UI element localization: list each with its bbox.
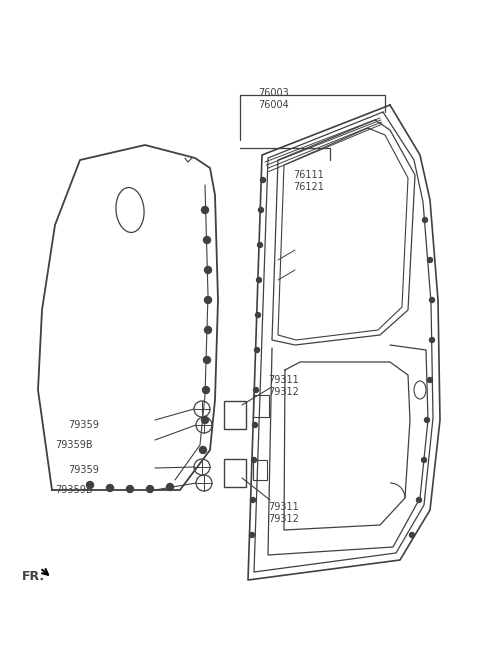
- Text: 79311
79312: 79311 79312: [268, 502, 299, 524]
- Circle shape: [257, 243, 263, 247]
- Circle shape: [204, 327, 212, 333]
- Bar: [224, 459, 246, 487]
- Circle shape: [430, 298, 434, 302]
- Circle shape: [202, 207, 208, 213]
- Circle shape: [252, 422, 257, 428]
- Text: 79359B: 79359B: [55, 485, 93, 495]
- Circle shape: [204, 266, 212, 274]
- Circle shape: [428, 258, 432, 262]
- Circle shape: [146, 485, 154, 493]
- Text: 76111
76121: 76111 76121: [293, 170, 324, 192]
- Bar: [253, 460, 267, 480]
- Circle shape: [430, 337, 434, 342]
- Bar: [253, 395, 269, 417]
- Circle shape: [204, 237, 211, 243]
- Circle shape: [202, 417, 208, 424]
- Circle shape: [203, 386, 209, 394]
- Circle shape: [251, 497, 255, 502]
- Circle shape: [253, 388, 259, 392]
- Circle shape: [255, 312, 261, 318]
- Circle shape: [127, 485, 133, 493]
- Circle shape: [261, 178, 265, 182]
- Text: 76003
76004: 76003 76004: [258, 88, 289, 110]
- Circle shape: [167, 483, 173, 491]
- Circle shape: [428, 377, 432, 382]
- Bar: [224, 401, 246, 429]
- Circle shape: [250, 533, 254, 537]
- Text: 79359: 79359: [68, 465, 99, 475]
- Text: 79359B: 79359B: [55, 440, 93, 450]
- Circle shape: [259, 207, 264, 213]
- Circle shape: [204, 297, 212, 304]
- Circle shape: [200, 447, 206, 453]
- Circle shape: [417, 497, 421, 502]
- Circle shape: [86, 482, 94, 489]
- Circle shape: [204, 356, 211, 363]
- Text: 79311
79312: 79311 79312: [268, 375, 299, 397]
- Circle shape: [409, 533, 415, 537]
- Circle shape: [107, 485, 113, 491]
- Text: FR.: FR.: [22, 570, 45, 583]
- Circle shape: [422, 218, 428, 222]
- Circle shape: [424, 417, 430, 422]
- Circle shape: [252, 457, 256, 462]
- Circle shape: [256, 277, 262, 283]
- Circle shape: [254, 348, 260, 352]
- Text: 79359: 79359: [68, 420, 99, 430]
- Circle shape: [421, 457, 427, 462]
